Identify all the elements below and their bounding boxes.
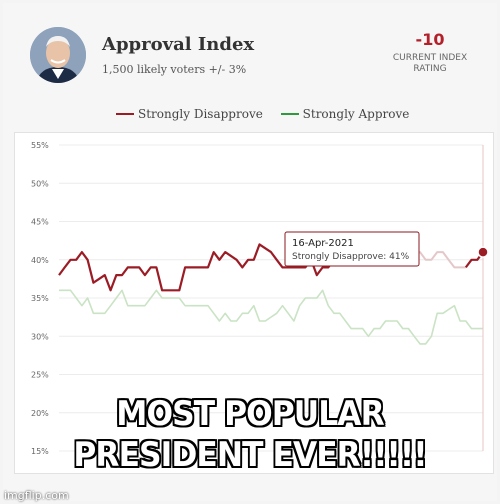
page-title: Approval Index xyxy=(102,34,255,55)
legend-swatch-disapprove xyxy=(116,113,134,115)
legend-swatch-approve xyxy=(280,113,299,115)
current-index-rating: -10 CURRENT INDEX RATING xyxy=(375,30,485,75)
meme-caption-line2: PRESIDENT EVER!!!!! xyxy=(73,435,427,475)
tooltip-date: 16-Apr-2021 xyxy=(292,238,354,249)
y-tick-label: 15% xyxy=(31,447,49,456)
watermark: imgflip.com xyxy=(4,489,69,502)
plot-area: 55% 50% 45% 40% 35% 30% 25% 20% 15% 16-Apr-2021 St… xyxy=(14,132,494,474)
y-tick-label: 20% xyxy=(31,409,49,418)
legend-label-disapprove: Strongly Disapprove xyxy=(138,107,263,121)
tooltip-box xyxy=(284,231,420,267)
series-line-strongly-approve xyxy=(59,289,483,345)
tooltip-value: Strongly Disapprove: 41% xyxy=(292,252,410,262)
y-tick-label: 30% xyxy=(31,332,49,341)
series-line-strongly-disapprove xyxy=(58,235,375,292)
sample-size-subtitle: 1,500 likely voters +/- 3% xyxy=(102,63,247,76)
y-tick-label: 45% xyxy=(31,218,49,227)
president-avatar xyxy=(30,27,86,83)
y-tick-label: 40% xyxy=(31,256,49,265)
y-tick-label: 55% xyxy=(31,141,49,150)
hover-data-point xyxy=(477,246,489,258)
legend-item-approve[interactable]: Strongly Approve xyxy=(280,107,410,121)
legend-label-approve: Strongly Approve xyxy=(302,107,410,121)
y-tick-label: 25% xyxy=(31,371,49,380)
meme-caption-line1: MOST POPULAR xyxy=(116,394,384,434)
rating-label-line2: RATING xyxy=(413,64,447,74)
legend-item-disapprove[interactable]: Strongly Disapprove xyxy=(116,107,263,121)
chart-legend: Strongly Disapprove Strongly Approve xyxy=(116,104,423,121)
approval-line-chart: 55% 50% 45% 40% 35% 30% 25% 20% 15% 16-Apr-2021 St… xyxy=(31,141,489,456)
approval-index-card: Approval Index 1,500 likely voters +/- 3… xyxy=(3,3,497,501)
rating-value: -10 xyxy=(415,30,445,49)
rating-label-line1: CURRENT INDEX xyxy=(392,53,468,63)
avatar-portrait xyxy=(30,27,86,83)
y-tick-label: 35% xyxy=(31,294,49,303)
y-tick-label: 50% xyxy=(31,179,49,188)
header: Approval Index 1,500 likely voters +/- 3… xyxy=(3,3,497,93)
